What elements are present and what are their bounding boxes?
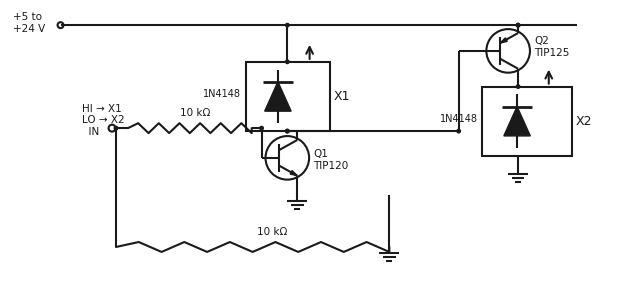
Circle shape (516, 85, 520, 88)
Circle shape (285, 23, 289, 27)
Polygon shape (500, 38, 508, 43)
Text: Q2
TIP125: Q2 TIP125 (534, 36, 569, 58)
Circle shape (285, 129, 289, 133)
Text: X2: X2 (575, 115, 592, 128)
Circle shape (285, 129, 289, 133)
Text: X1: X1 (334, 90, 350, 103)
Polygon shape (290, 170, 297, 176)
Text: +5 to
+24 V: +5 to +24 V (13, 12, 45, 34)
Text: 1N4148: 1N4148 (203, 90, 241, 100)
Circle shape (516, 23, 520, 27)
Text: 10 kΩ: 10 kΩ (180, 108, 210, 118)
Bar (246, 62, 330, 131)
Text: HI → X1
LO → X2
  IN: HI → X1 LO → X2 IN (83, 104, 125, 137)
Text: Q1
TIP120: Q1 TIP120 (313, 149, 348, 171)
Bar (483, 87, 572, 156)
Polygon shape (504, 106, 531, 136)
Circle shape (115, 126, 118, 130)
Text: 1N4148: 1N4148 (440, 114, 477, 124)
Text: 10 kΩ: 10 kΩ (257, 227, 287, 237)
Polygon shape (265, 82, 291, 111)
Circle shape (260, 126, 263, 130)
Circle shape (516, 23, 520, 27)
Circle shape (285, 60, 289, 63)
Circle shape (457, 129, 460, 133)
